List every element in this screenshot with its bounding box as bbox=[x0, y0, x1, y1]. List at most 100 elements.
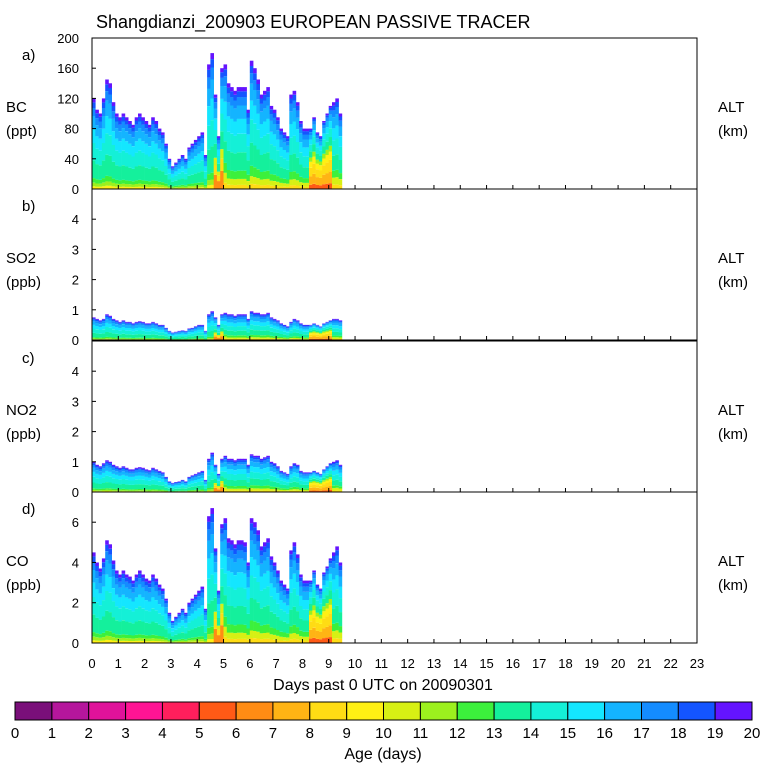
data-band bbox=[118, 640, 122, 643]
data-band bbox=[121, 324, 126, 327]
data-band bbox=[276, 635, 280, 641]
data-band bbox=[292, 546, 297, 553]
data-band bbox=[184, 334, 188, 336]
species-label: BC bbox=[6, 99, 27, 116]
y-tick-label: 160 bbox=[57, 61, 79, 76]
data-band bbox=[318, 170, 323, 178]
data-band bbox=[203, 632, 208, 639]
data-band bbox=[141, 621, 145, 635]
data-band bbox=[134, 166, 139, 181]
data-band bbox=[282, 324, 287, 326]
data-band bbox=[216, 618, 221, 626]
data-band bbox=[210, 626, 214, 634]
data-band bbox=[315, 474, 320, 476]
data-band bbox=[193, 329, 198, 331]
data-band bbox=[105, 319, 109, 323]
data-band bbox=[279, 488, 283, 490]
data-band bbox=[240, 170, 244, 179]
data-band bbox=[328, 486, 333, 490]
data-band bbox=[328, 137, 333, 146]
data-band bbox=[279, 337, 283, 339]
data-band bbox=[226, 586, 231, 606]
data-band bbox=[111, 186, 116, 189]
data-band bbox=[292, 463, 297, 465]
data-band bbox=[121, 113, 126, 117]
data-band bbox=[167, 158, 172, 161]
data-band bbox=[240, 486, 244, 489]
data-band bbox=[157, 326, 162, 328]
data-column bbox=[266, 87, 270, 189]
data-band bbox=[259, 464, 264, 470]
data-band bbox=[170, 625, 175, 629]
data-band bbox=[184, 486, 188, 489]
data-band bbox=[193, 139, 198, 143]
data-band bbox=[259, 563, 264, 577]
data-band bbox=[216, 590, 221, 593]
data-band bbox=[272, 160, 277, 175]
data-band bbox=[138, 640, 142, 643]
data-band bbox=[315, 487, 320, 491]
data-band bbox=[309, 479, 313, 482]
data-band bbox=[269, 583, 274, 597]
data-band bbox=[121, 186, 126, 189]
data-band bbox=[272, 570, 277, 577]
data-band bbox=[332, 624, 336, 632]
data-band bbox=[295, 627, 300, 635]
x-tick-label: 16 bbox=[506, 656, 520, 671]
data-band bbox=[164, 329, 168, 331]
data-column bbox=[161, 588, 165, 643]
data-band bbox=[92, 569, 96, 583]
data-band bbox=[309, 333, 313, 335]
data-band bbox=[190, 166, 195, 175]
data-band bbox=[226, 319, 231, 323]
x-tick-label: 8 bbox=[299, 656, 306, 671]
data-band bbox=[236, 335, 241, 338]
data-band bbox=[151, 472, 155, 476]
data-band bbox=[161, 474, 165, 477]
data-band bbox=[305, 329, 310, 332]
data-band bbox=[115, 186, 119, 189]
data-column bbox=[154, 469, 159, 492]
data-band bbox=[200, 132, 205, 135]
data-band bbox=[187, 334, 191, 337]
data-band bbox=[318, 150, 323, 156]
data-band bbox=[315, 590, 320, 596]
data-band bbox=[305, 128, 310, 132]
data-band bbox=[335, 125, 339, 139]
data-band bbox=[128, 473, 132, 477]
data-band bbox=[213, 118, 218, 131]
data-column bbox=[134, 467, 139, 492]
data-band bbox=[226, 605, 231, 625]
data-band bbox=[272, 468, 277, 473]
data-band bbox=[157, 140, 162, 149]
data-band bbox=[299, 606, 303, 619]
data-band bbox=[272, 476, 277, 482]
data-column bbox=[282, 324, 287, 340]
data-band bbox=[269, 486, 274, 489]
data-column bbox=[147, 580, 152, 643]
data-band bbox=[243, 464, 247, 470]
data-band bbox=[335, 184, 339, 189]
data-band bbox=[138, 489, 142, 491]
data-band bbox=[161, 478, 165, 482]
data-band bbox=[266, 97, 270, 106]
data-band bbox=[253, 105, 257, 124]
data-band bbox=[256, 149, 260, 170]
data-band bbox=[263, 485, 267, 489]
data-band bbox=[161, 332, 165, 336]
data-column bbox=[124, 467, 129, 492]
data-band bbox=[174, 618, 178, 620]
data-band bbox=[279, 183, 283, 187]
data-band bbox=[305, 488, 310, 491]
data-band bbox=[272, 639, 277, 643]
data-band bbox=[302, 636, 306, 641]
data-band bbox=[315, 332, 320, 334]
x-tick-label: 17 bbox=[532, 656, 546, 671]
data-band bbox=[289, 468, 293, 471]
data-band bbox=[240, 87, 244, 92]
data-column bbox=[98, 568, 103, 643]
data-band bbox=[95, 464, 99, 466]
data-band bbox=[269, 467, 274, 472]
data-band bbox=[312, 597, 316, 606]
data-column bbox=[335, 98, 339, 189]
